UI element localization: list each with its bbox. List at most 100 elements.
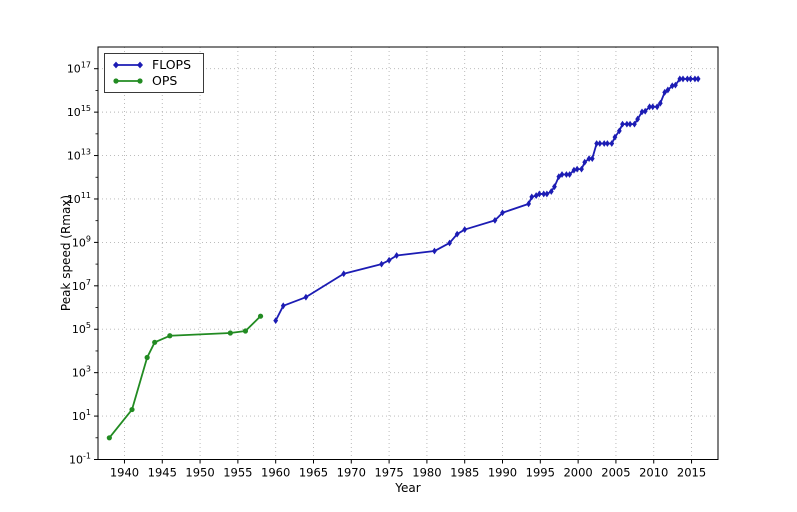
legend: FLOPS OPS: [104, 53, 205, 93]
flops-marker: [612, 133, 618, 141]
flops-marker: [594, 140, 600, 147]
ops-marker: [152, 339, 158, 345]
flops-marker: [673, 81, 678, 89]
x-tick-label: 2010: [639, 466, 668, 480]
flops-marker: [567, 171, 572, 178]
ops-marker: [167, 333, 173, 339]
flops-marker: [529, 193, 535, 201]
x-tick-label: 1975: [374, 466, 403, 480]
flops-marker: [609, 140, 615, 147]
x-tick-label: 1960: [261, 466, 290, 480]
flops-marker: [669, 82, 675, 90]
flops-marker: [394, 252, 400, 259]
flops-marker: [662, 88, 668, 96]
flops-marker: [627, 120, 633, 128]
ops-line-sample-icon: [113, 78, 143, 84]
x-tick-label: 1950: [185, 466, 214, 480]
flops-marker: [680, 75, 686, 83]
flops-marker: [341, 270, 347, 278]
flops-line-sample-icon: [113, 61, 143, 69]
flops-marker: [280, 302, 286, 310]
flops-marker: [616, 127, 622, 135]
flops-marker: [647, 103, 652, 111]
flops-marker: [526, 200, 531, 208]
y-tick-label: 10-1: [69, 452, 91, 467]
legend-label-flops: FLOPS: [152, 57, 192, 72]
x-tick-label: 2015: [677, 466, 706, 480]
flops-marker: [695, 75, 701, 83]
legend-item-ops: OPS: [113, 74, 191, 88]
flops-marker: [303, 293, 309, 301]
flops-marker: [632, 120, 637, 128]
x-tick-label: 1970: [337, 466, 366, 480]
ops-marker: [257, 313, 264, 319]
x-tick-label: 2005: [601, 466, 630, 480]
x-tick-label: 1995: [526, 466, 555, 480]
x-tick-label: 1990: [488, 466, 517, 480]
x-tick-label: 1940: [110, 466, 139, 480]
flops-marker: [552, 183, 557, 191]
y-tick-label: 101: [72, 408, 91, 423]
x-axis-title: Year: [395, 481, 421, 495]
flops-marker: [564, 171, 569, 178]
flops-marker: [541, 190, 547, 198]
legend-item-flops: FLOPS: [113, 58, 191, 72]
y-tick-label: 103: [72, 365, 91, 380]
flops-marker: [447, 239, 452, 247]
flops-marker: [582, 158, 588, 166]
flops-marker: [379, 260, 384, 268]
y-tick-label: 1015: [67, 104, 91, 119]
flops-marker: [574, 165, 580, 173]
x-tick-label: 1965: [299, 466, 328, 480]
flops-marker: [589, 155, 595, 163]
flops-marker: [642, 107, 648, 115]
flops-marker: [544, 190, 550, 198]
flops-marker: [650, 103, 656, 111]
flops-marker: [635, 115, 641, 123]
flops-marker: [571, 166, 577, 174]
flops-marker: [586, 155, 592, 163]
x-tick-label: 1955: [223, 466, 252, 480]
flops-marker: [604, 140, 610, 147]
flops-marker: [654, 103, 660, 111]
x-tick-label: 1945: [148, 466, 177, 480]
y-tick-label: 107: [72, 278, 91, 293]
y-axis-title: Peak speed (Rmax): [59, 194, 73, 312]
y-tick-label: 1013: [67, 148, 91, 163]
flops-marker: [386, 256, 392, 264]
flops-marker: [579, 165, 584, 173]
flops-marker: [559, 171, 565, 178]
flops-line: [274, 78, 700, 322]
flops-marker: [492, 217, 498, 224]
flops-marker: [688, 75, 693, 83]
flops-marker: [601, 140, 607, 147]
x-tick-label: 2000: [563, 466, 592, 480]
flops-marker: [597, 140, 603, 147]
ops-marker: [106, 435, 112, 441]
ops-marker: [227, 330, 233, 336]
flops-marker: [462, 226, 468, 233]
flops-marker: [432, 247, 437, 255]
x-tick-label: 1985: [450, 466, 479, 480]
ops-marker: [242, 328, 249, 334]
plot-frame: [97, 46, 719, 460]
flops-marker: [536, 190, 542, 198]
x-tick-label: 1980: [412, 466, 441, 480]
ops-marker: [144, 354, 150, 361]
flops-marker: [665, 86, 671, 94]
flops-marker: [548, 188, 554, 195]
flops-marker: [624, 120, 630, 128]
y-tick-label: 109: [72, 234, 91, 249]
flops-marker: [454, 230, 460, 238]
ops-marker: [129, 406, 135, 413]
flops-marker: [273, 317, 279, 324]
flops-marker: [639, 108, 645, 116]
flops-marker: [684, 75, 690, 83]
y-tick-label: 105: [72, 321, 91, 336]
flops-marker: [657, 99, 663, 107]
legend-label-ops: OPS: [152, 73, 178, 88]
flops-marker: [500, 209, 505, 217]
flops-marker: [677, 75, 683, 83]
